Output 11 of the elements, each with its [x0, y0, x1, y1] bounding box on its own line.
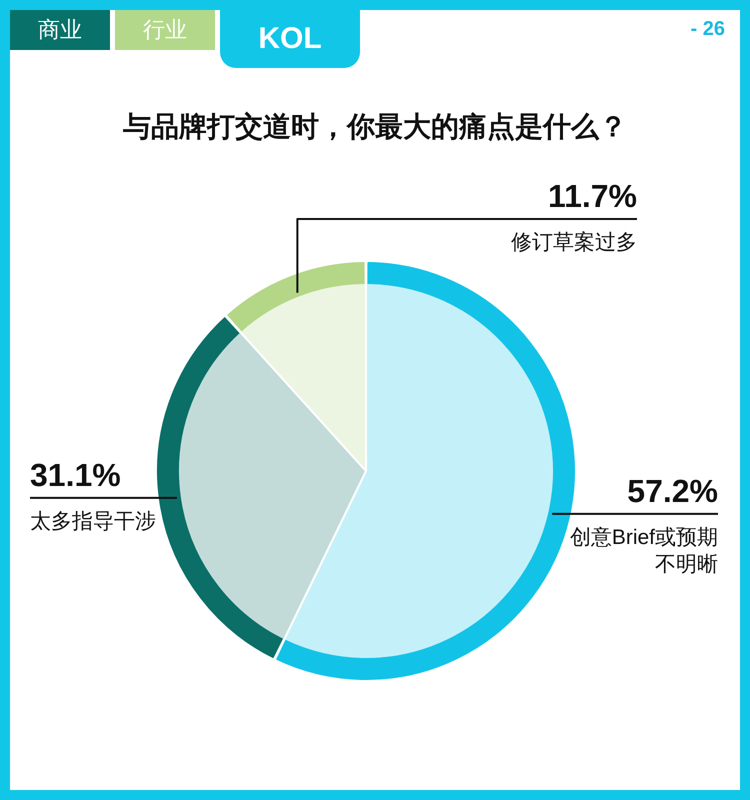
chart-title: 与品牌打交道时，你最大的痛点是什么？ [122, 110, 628, 144]
data-label: 57.2% [627, 472, 718, 509]
slice-label: 修订草案过多 [511, 230, 637, 254]
text: - 26 [690, 18, 725, 41]
data-label: 11.7% [548, 178, 637, 214]
data-label: 31.1% [30, 456, 121, 493]
tab: KOL [220, 10, 360, 68]
slice-label: 太多指导干涉 [30, 510, 156, 533]
tab: 商业 [10, 10, 110, 50]
tab: 行业 [115, 10, 215, 50]
slice-label: 创意Brief或预期不明晰 [570, 526, 718, 576]
